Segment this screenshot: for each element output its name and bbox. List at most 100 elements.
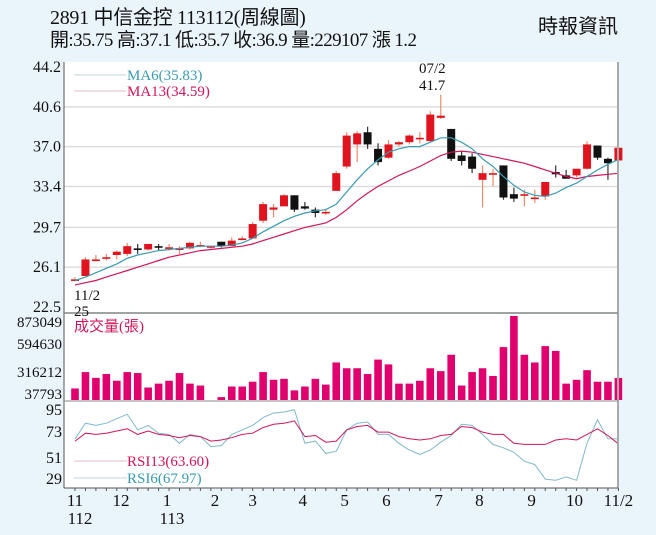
volume-bar — [322, 384, 330, 400]
volume-bar — [489, 375, 497, 400]
volume-axis-labels: 873049 594630 316212 37793 — [17, 315, 62, 403]
candle-body — [102, 257, 111, 259]
candle-body — [206, 246, 215, 248]
rsi-tick-label: 29 — [46, 471, 62, 488]
rsi-panel — [64, 402, 618, 488]
chart-title: 2891 中信金控 113112(周線圖) — [50, 7, 306, 29]
volume-bar — [248, 381, 257, 400]
candle-body — [112, 251, 121, 256]
volume-bar — [374, 359, 382, 400]
x-axis-ticks — [74, 488, 619, 491]
ma13-line — [74, 150, 619, 286]
price-gridlines — [64, 106, 618, 268]
rsi6-legend: RSI6(67.97) — [127, 471, 202, 487]
volume-bar — [280, 378, 288, 400]
x-tick-label: 7 — [434, 491, 443, 510]
candle-body — [426, 114, 435, 142]
volume-title: 成交量(張) — [74, 317, 144, 335]
candle-body — [583, 144, 592, 169]
x-tick-label: 2 — [211, 491, 220, 510]
rsi-tick-label: 95 — [46, 402, 62, 419]
candle-body — [259, 204, 268, 221]
volume-bar — [269, 379, 278, 400]
x-tick-label: 12 — [112, 491, 129, 510]
volume-bar — [604, 381, 612, 400]
volume-bar — [144, 387, 152, 400]
candle-body — [227, 240, 236, 247]
candle-body — [332, 173, 341, 191]
candle-body — [280, 195, 288, 207]
volume-bar — [81, 372, 90, 400]
x-tick-label: 10 — [566, 491, 583, 510]
candle-body — [384, 144, 393, 158]
candle-body — [353, 133, 362, 145]
volume-tick-label: 873049 — [17, 315, 62, 331]
price-tick-label: 33.4 — [33, 178, 61, 195]
ma13-legend: MA13(34.59) — [127, 84, 210, 100]
candle-body — [499, 165, 508, 198]
x-year-label: 113 — [160, 509, 185, 528]
volume-bar — [196, 385, 205, 400]
rsi13-legend: RSI13(63.60) — [127, 454, 209, 470]
volume-bar — [353, 368, 361, 400]
volume-bar — [165, 380, 173, 400]
x-tick-label: 11/2 — [604, 491, 634, 510]
volume-bar — [133, 373, 142, 400]
x-tick-label: 9 — [527, 491, 536, 510]
candle-body — [321, 211, 330, 214]
source-label: 時報資訊 — [538, 16, 618, 38]
price-tick-label: 40.6 — [33, 99, 61, 116]
x-tick-label: 4 — [299, 491, 308, 510]
volume-bar — [447, 354, 455, 400]
candle-body — [374, 148, 383, 163]
candle-body — [342, 135, 351, 167]
price-axis-labels: 44.2 40.6 37.0 33.4 29.7 26.1 22.5 — [33, 59, 61, 316]
volume-bar — [259, 372, 267, 400]
volume-bar — [583, 370, 591, 400]
volume-bar — [562, 383, 570, 400]
volume-bar — [363, 374, 372, 400]
candle-body — [457, 155, 466, 162]
volume-tick-label: 594630 — [17, 337, 62, 353]
candle-body — [175, 248, 184, 250]
high-value-annotation: 41.7 — [419, 78, 446, 94]
volume-bar — [290, 390, 299, 400]
candle-body — [468, 156, 477, 169]
price-tick-label: 44.2 — [33, 59, 61, 76]
volume-bar — [238, 386, 246, 400]
volume-bar — [520, 354, 529, 400]
x-tick-label: 3 — [248, 491, 257, 510]
x-tick-label: 5 — [340, 491, 349, 510]
volume-bar — [551, 350, 560, 400]
volume-bar — [395, 383, 403, 400]
price-tick-label: 22.5 — [33, 299, 61, 316]
candle-body — [415, 137, 424, 140]
x-tick-label: 11 — [67, 491, 83, 510]
candle-body — [154, 246, 163, 248]
price-tick-label: 29.7 — [33, 219, 61, 236]
candle-body — [541, 182, 550, 197]
rsi-axis-labels: 95 73 51 29 — [46, 402, 62, 488]
volume-bar — [416, 380, 424, 400]
candle-body — [217, 241, 226, 247]
rsi-tick-label: 73 — [46, 424, 62, 441]
volume-bar — [468, 372, 476, 400]
candle-body — [133, 248, 142, 250]
candle-body — [509, 194, 518, 199]
candle-body — [520, 194, 529, 196]
candle-body — [238, 238, 247, 241]
candle-body — [123, 246, 132, 254]
ma6-legend: MA6(35.83) — [127, 68, 202, 84]
volume-bar — [175, 373, 184, 400]
volume-bar — [123, 372, 132, 400]
x-year-label: 112 — [68, 509, 93, 528]
quote-summary: 開:35.75 高:37.1 低:35.7 收:36.9 量:229107 漲 … — [50, 30, 417, 51]
candle-body — [603, 158, 612, 164]
volume-bar — [384, 364, 393, 400]
candle-body — [489, 173, 497, 175]
volume-bar — [301, 386, 309, 400]
volume-bar — [154, 383, 163, 400]
candle-body — [185, 242, 194, 249]
ma-legend: MA6(35.83) MA13(34.59) — [74, 68, 210, 100]
